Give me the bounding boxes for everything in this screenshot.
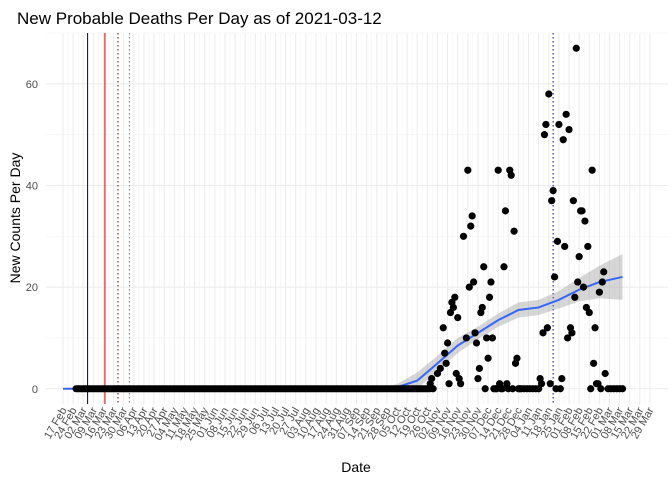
data-point	[587, 385, 595, 393]
data-point	[539, 329, 547, 337]
data-point	[559, 136, 567, 144]
data-point	[509, 385, 517, 393]
data-point	[550, 273, 559, 281]
data-point	[565, 125, 573, 134]
reference-lines	[87, 33, 554, 404]
data-point	[445, 380, 453, 388]
data-point	[475, 364, 483, 373]
data-point	[484, 354, 492, 362]
data-point	[597, 385, 605, 393]
data-point	[563, 334, 572, 342]
data-point	[585, 308, 593, 317]
data-point	[572, 44, 580, 52]
data-point	[507, 171, 515, 179]
data-point	[487, 278, 495, 286]
data-point	[574, 278, 582, 286]
data-point	[441, 349, 449, 357]
data-point	[428, 374, 436, 383]
data-point	[494, 166, 502, 174]
data-point	[474, 374, 482, 383]
y-axis-title: New Counts Per Day	[7, 153, 23, 284]
data-point	[443, 339, 452, 347]
data-point	[578, 207, 586, 215]
data-point	[451, 293, 459, 301]
y-tick-labels: 0 20 40 60	[26, 79, 38, 396]
data-point	[546, 380, 554, 388]
data-point	[510, 227, 518, 235]
data-points	[72, 44, 627, 393]
y-tick-label: 0	[32, 384, 38, 396]
grid	[46, 32, 668, 404]
data-point	[488, 334, 497, 342]
data-point	[588, 166, 596, 174]
data-point	[548, 197, 556, 205]
data-point	[485, 293, 494, 301]
y-tick-label: 40	[26, 180, 38, 192]
data-point	[549, 186, 557, 195]
data-point	[591, 324, 599, 332]
data-point	[537, 380, 546, 388]
data-point	[542, 120, 550, 129]
data-point	[590, 359, 598, 367]
data-point	[500, 263, 508, 271]
data-point	[480, 263, 488, 271]
data-point	[456, 380, 465, 388]
data-point	[454, 314, 462, 322]
data-point	[481, 385, 489, 393]
data-point	[581, 217, 589, 225]
data-point	[478, 303, 486, 312]
data-point	[558, 374, 566, 383]
data-point	[571, 293, 579, 301]
data-point	[561, 242, 569, 251]
data-point	[483, 334, 491, 342]
data-point	[595, 288, 603, 296]
data-point	[545, 90, 553, 98]
data-point	[579, 283, 588, 291]
data-point	[568, 329, 576, 337]
data-point	[467, 222, 475, 230]
data-point	[429, 385, 437, 393]
y-tick-label: 20	[26, 282, 38, 294]
data-point	[471, 329, 479, 337]
data-point	[562, 110, 570, 118]
data-point	[501, 207, 510, 215]
data-point	[468, 212, 476, 220]
data-point	[569, 197, 577, 205]
data-point	[470, 278, 478, 286]
data-point	[598, 278, 606, 286]
data-point	[584, 242, 592, 251]
data-point	[472, 339, 481, 347]
chart-title: New Probable Deaths Per Day as of 2021-0…	[17, 9, 382, 28]
data-point	[575, 253, 583, 261]
data-point	[465, 283, 473, 291]
data-point	[553, 237, 562, 245]
data-point	[462, 334, 470, 342]
data-point	[498, 385, 507, 393]
data-point	[543, 324, 551, 332]
data-point	[556, 385, 564, 393]
confidence-band	[376, 254, 623, 391]
data-point	[459, 232, 468, 240]
confidence-band-area	[376, 254, 623, 391]
data-point	[442, 359, 450, 367]
data-point	[555, 120, 563, 129]
data-point	[540, 131, 549, 139]
data-point	[600, 268, 608, 276]
data-point	[464, 166, 472, 174]
data-point	[601, 369, 609, 378]
x-axis-title: Date	[341, 459, 371, 475]
data-point	[439, 324, 447, 332]
data-point	[618, 385, 627, 393]
data-point	[513, 354, 521, 362]
data-point	[449, 303, 457, 312]
data-point	[436, 364, 444, 373]
y-tick-label: 60	[26, 79, 38, 91]
